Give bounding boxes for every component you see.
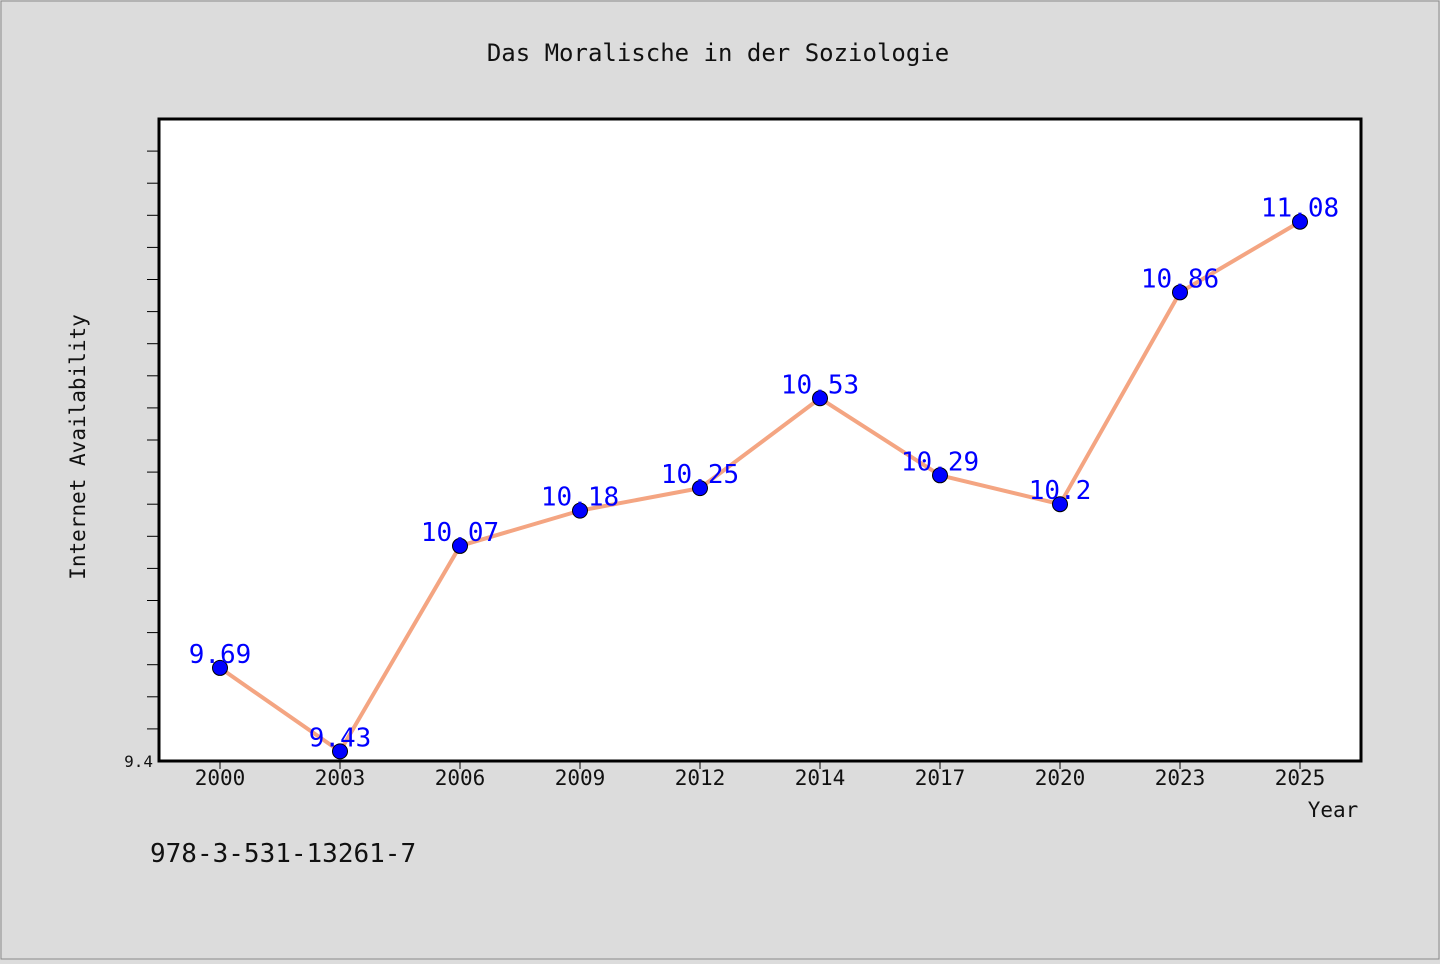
x-tick-label: 2000	[195, 766, 246, 790]
x-tick-label: 2023	[1155, 766, 1206, 790]
data-point	[932, 467, 948, 484]
series-group: 9.69 9.43 10.07 10.18 10.25 10.53 10.29 10.2 10.…	[189, 194, 1339, 760]
data-point	[692, 480, 708, 497]
data-point	[1172, 284, 1188, 301]
data-label: 10.53	[781, 370, 859, 400]
chart-title: Das Moralische in der Soziologie	[487, 39, 949, 67]
data-point	[212, 659, 228, 676]
data-point	[572, 502, 588, 519]
x-axis-ticks: 2000 2003 2006 2009 2012 2014 2017 2020 2023 2025	[195, 761, 1326, 790]
y-axis-label: Internet Availability	[66, 314, 90, 580]
data-label: 10.29	[901, 447, 979, 477]
x-tick-label: 2025	[1275, 766, 1326, 790]
data-point	[812, 390, 828, 407]
y-tick-label: 9.4	[124, 752, 153, 771]
data-label: 10.07	[421, 518, 499, 548]
x-tick-label: 2012	[675, 766, 726, 790]
data-label: 10.2	[1029, 476, 1092, 506]
x-tick-label: 2009	[555, 766, 606, 790]
data-label: 11.08	[1261, 194, 1339, 224]
data-label: 9.43	[309, 723, 372, 753]
x-tick-label: 2014	[795, 766, 846, 790]
x-tick-label: 2020	[1035, 766, 1086, 790]
x-tick-label: 2017	[915, 766, 966, 790]
y-axis-ticks: 9.4	[124, 150, 159, 771]
data-label: 10.25	[661, 460, 739, 490]
data-point	[452, 537, 468, 554]
data-point	[1292, 213, 1308, 230]
series-line	[218, 219, 1302, 754]
data-label: 9.69	[189, 640, 252, 670]
data-label: 10.18	[541, 483, 619, 513]
data-point	[332, 743, 348, 760]
x-tick-label: 2003	[315, 766, 366, 790]
plot-area	[157, 117, 1363, 763]
data-point	[1052, 496, 1068, 513]
footer-text: 978-3-531-13261-7	[150, 839, 416, 869]
x-tick-label: 2006	[435, 766, 486, 790]
x-axis-label: Year	[1308, 798, 1359, 822]
data-label: 10.86	[1141, 264, 1219, 294]
